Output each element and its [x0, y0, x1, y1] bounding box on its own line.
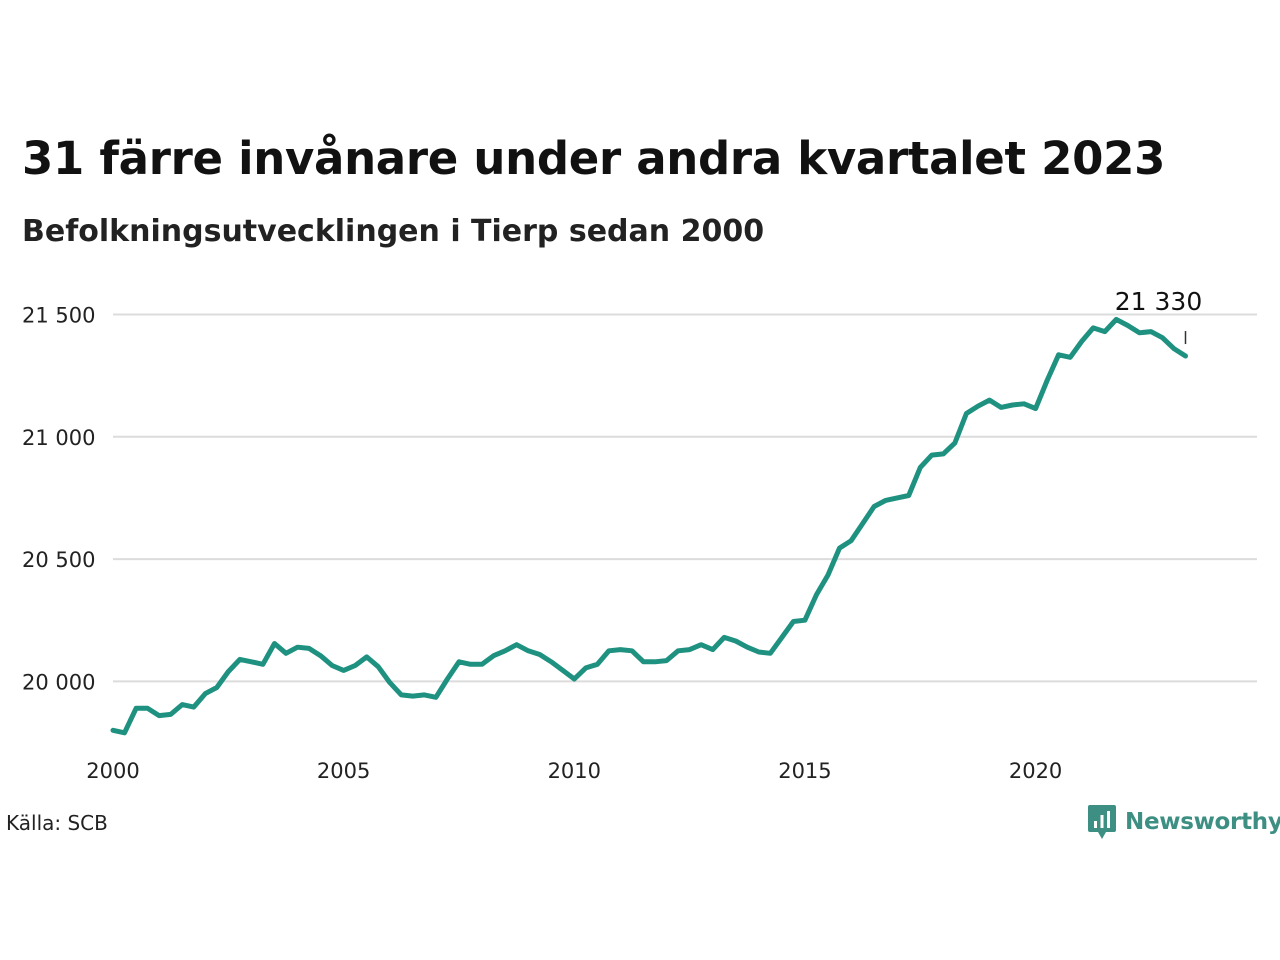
source-note: Källa: SCB [6, 811, 108, 835]
gridlines [113, 313, 1257, 683]
series-layer [110, 316, 1188, 736]
x-tick-label: 2010 [548, 759, 601, 783]
brand-name: Newsworthy [1125, 809, 1280, 835]
chart-subtitle: Befolkningsutvecklingen i Tierp sedan 20… [22, 214, 765, 249]
y-tick-label: 21 000 [22, 426, 95, 450]
line-chart: 20 000 20 500 21 000 21 500 2000 2005 2010 201… [22, 287, 1257, 783]
x-tick-label: 2020 [1009, 759, 1062, 783]
series-line [110, 316, 1188, 736]
x-tick-label: 2000 [86, 759, 139, 783]
brand-logo: Newsworthy [1087, 803, 1280, 841]
annotation-layer: 21 330 [1115, 287, 1202, 345]
x-axis-tick-labels: 2000 2005 2010 2015 2020 [86, 759, 1062, 783]
y-tick-label: 20 500 [22, 548, 95, 572]
y-tick-label: 21 500 [22, 303, 95, 327]
newsworthy-logo-icon [1088, 805, 1116, 839]
x-tick-label: 2005 [317, 759, 370, 783]
y-axis-tick-labels: 20 000 20 500 21 000 21 500 [22, 303, 95, 694]
chart-title: 31 färre invånare under andra kvartalet … [22, 132, 1166, 185]
y-tick-label: 20 000 [22, 670, 95, 694]
last-value-label: 21 330 [1115, 287, 1202, 316]
x-tick-label: 2015 [778, 759, 831, 783]
